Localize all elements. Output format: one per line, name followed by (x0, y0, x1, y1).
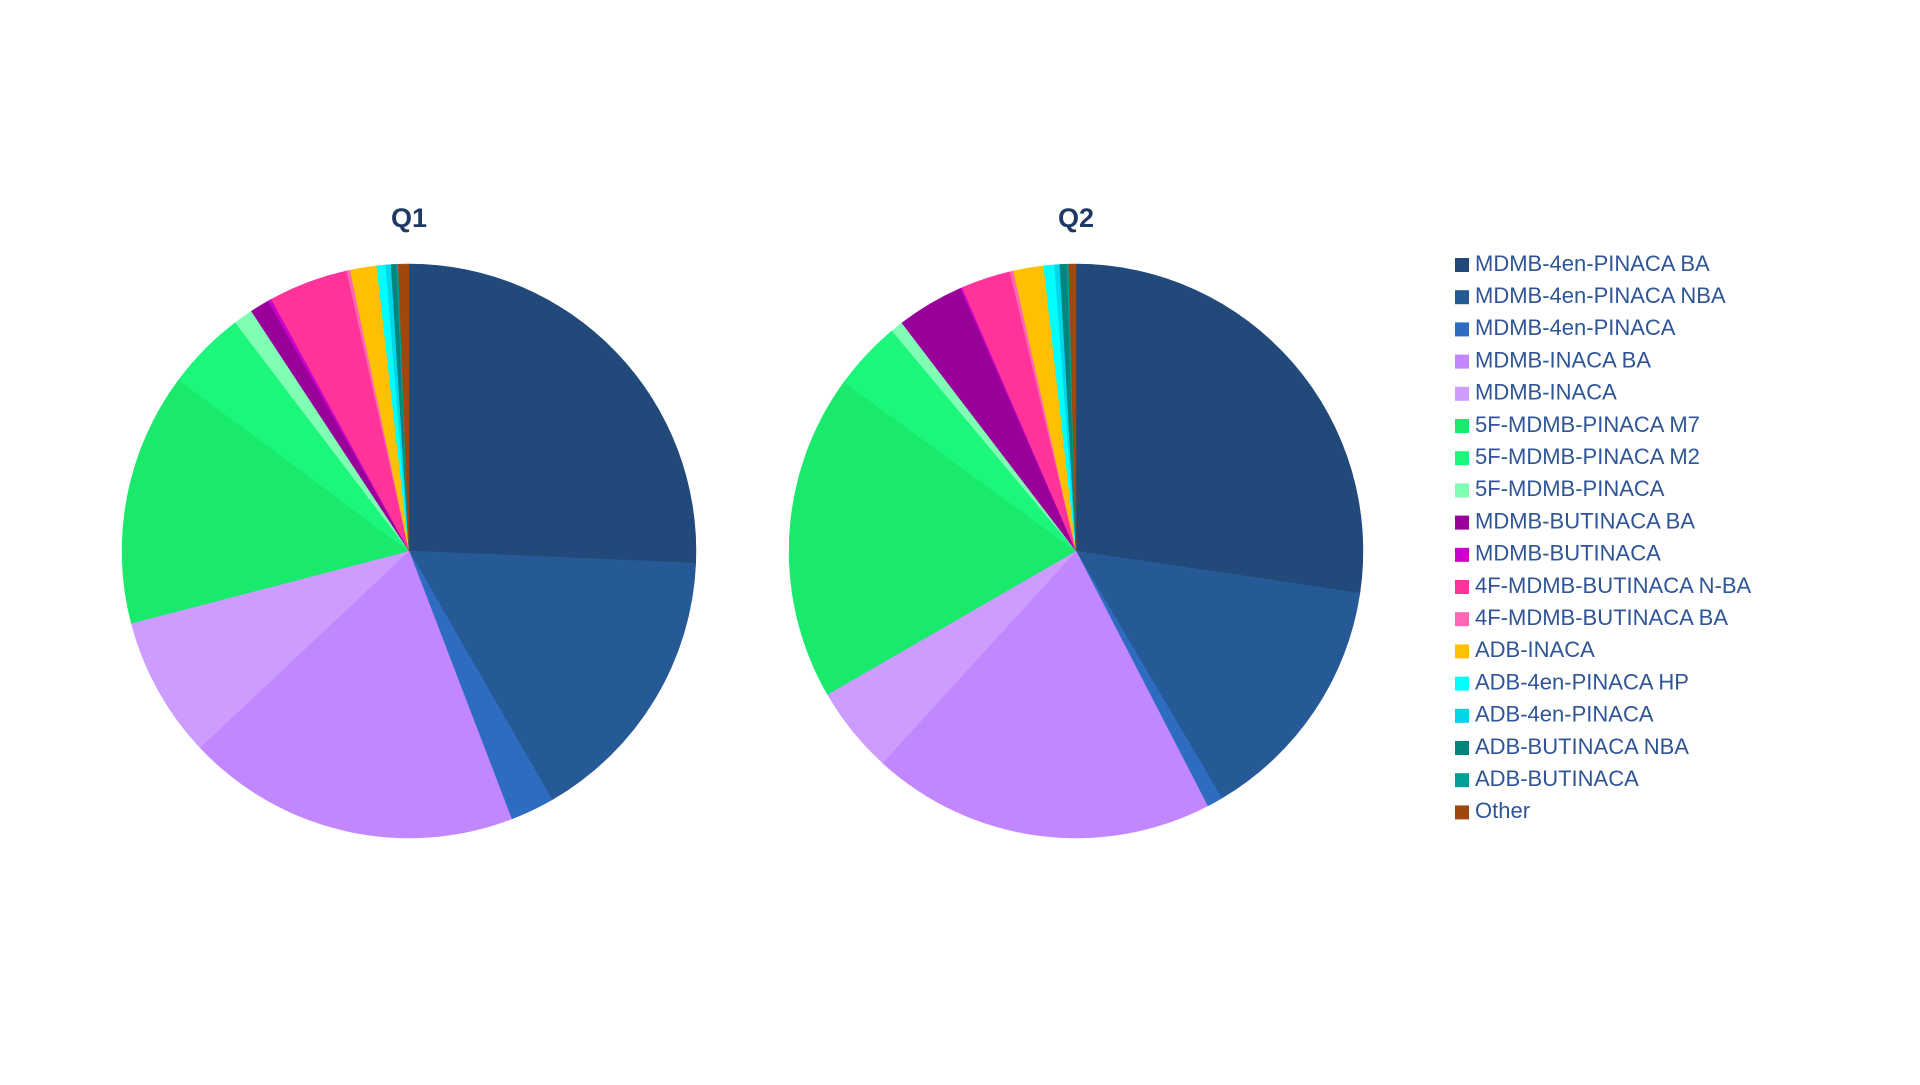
pie-slice (1075, 550, 1361, 799)
pie-slice (130, 550, 410, 749)
legend-label: MDMB-4en-PINACA (1475, 315, 1676, 340)
legend-swatch (1455, 451, 1469, 466)
legend-label: MDMB-4en-PINACA BA (1475, 251, 1710, 276)
pie-slice (199, 550, 512, 839)
legend-label: MDMB-INACA BA (1475, 347, 1651, 372)
legend-swatch (1455, 419, 1469, 433)
pie-slice (397, 263, 410, 552)
pie-slice (1075, 263, 1364, 594)
legend-swatch (1455, 322, 1469, 337)
legend-label: 5F-MDMB-PINACA M2 (1475, 444, 1700, 469)
legend-swatch (1455, 547, 1469, 562)
legend-label: MDMB-4en-PINACA NBA (1475, 283, 1726, 308)
pie-title: Q2 (1058, 203, 1094, 233)
legend-swatch (1455, 354, 1469, 369)
legend-label: ADB-BUTINACA (1475, 766, 1639, 791)
legend-label: MDMB-BUTINACA (1475, 541, 1661, 566)
legend-swatch (1455, 580, 1469, 594)
legend-swatch (1455, 258, 1469, 272)
legend-swatch (1455, 805, 1469, 820)
legend-label: 4F-MDMB-BUTINACA N-BA (1475, 573, 1752, 598)
legend-label: 4F-MDMB-BUTINACA BA (1475, 605, 1728, 630)
pie-slice (1068, 263, 1077, 552)
pie-slice (788, 381, 1077, 695)
pie-slice (408, 263, 697, 564)
legend-label: ADB-4en-PINACA (1475, 702, 1654, 727)
pie-title: Q1 (391, 203, 427, 233)
pie-slice (121, 379, 410, 624)
legend-label: Other (1475, 798, 1530, 823)
legend-label: MDMB-BUTINACA BA (1475, 508, 1695, 533)
legend-swatch (1455, 483, 1469, 498)
legend-swatch (1455, 612, 1469, 627)
legend-label: 5F-MDMB-PINACA M7 (1475, 412, 1700, 437)
legend-label: 5F-MDMB-PINACA (1475, 476, 1665, 501)
legend-swatch (1455, 386, 1469, 401)
pie-slice (408, 550, 697, 801)
legend-label: ADB-INACA (1475, 637, 1595, 662)
legend-swatch (1455, 515, 1469, 530)
legend-swatch (1455, 773, 1469, 788)
legend-swatch (1455, 741, 1469, 755)
legend-swatch (1455, 676, 1469, 691)
legend-label: ADB-4en-PINACA HP (1475, 669, 1689, 694)
legend-swatch (1455, 644, 1469, 659)
legend-swatch (1455, 708, 1469, 723)
legend-label: ADB-BUTINACA NBA (1475, 734, 1689, 759)
pie-slice (882, 550, 1208, 839)
legend-label: MDMB-INACA (1475, 380, 1617, 405)
legend-swatch (1455, 290, 1469, 305)
